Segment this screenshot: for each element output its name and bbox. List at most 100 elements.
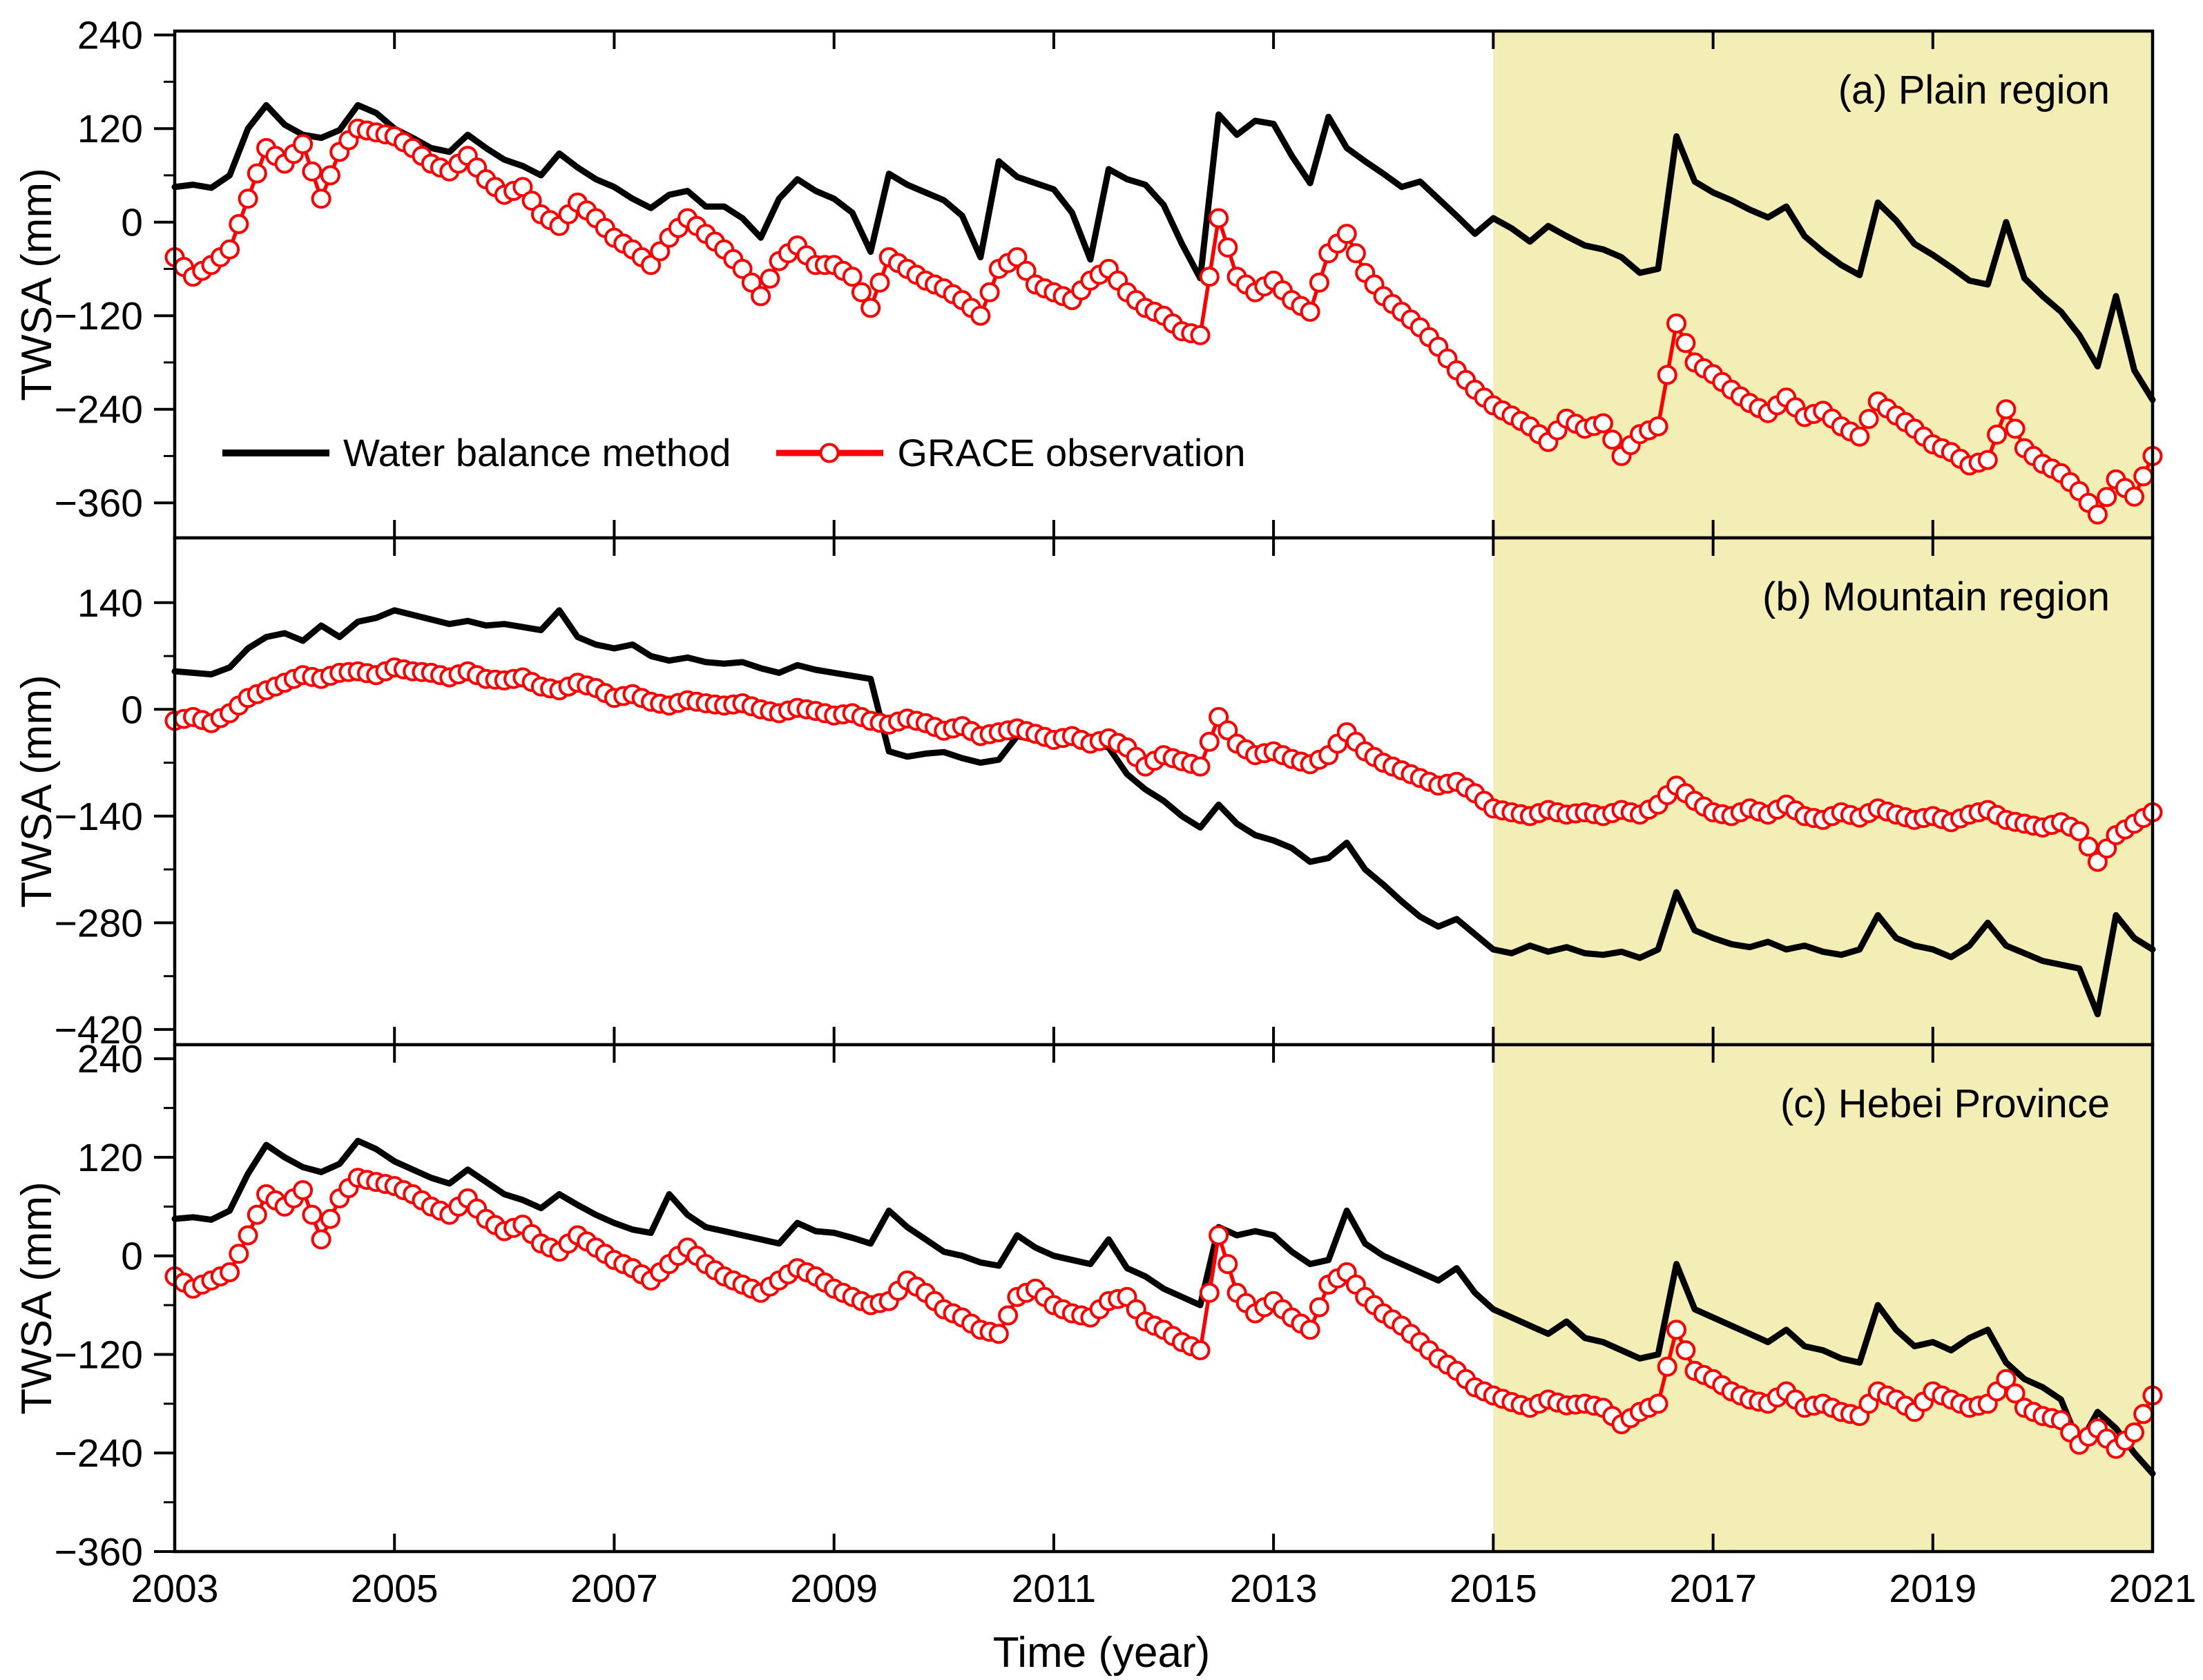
y-tick-label: −140 [55, 795, 143, 839]
y-tick-label: 140 [77, 581, 143, 626]
grace-marker [238, 1225, 258, 1246]
grace-marker [302, 1204, 323, 1225]
panel-b: 140 0 −140 −280 −420 TWSA (mm) [13, 536, 2163, 1052]
grace-marker [842, 267, 863, 287]
x-tick-label: 2009 [790, 1567, 878, 1611]
grace-marker [1657, 365, 1677, 385]
grace-marker [1996, 1369, 2017, 1389]
y-tick-label: −240 [55, 1431, 143, 1476]
panel-c-water-balance-line [171, 1137, 2156, 1477]
grace-marker [311, 1229, 331, 1250]
grace-marker [650, 241, 671, 262]
grace-marker [302, 161, 323, 182]
grace-legend-marker [819, 443, 840, 463]
grace-marker [220, 239, 240, 260]
grace-marker [970, 305, 991, 326]
grace-marker [1987, 424, 2008, 445]
grace-marker [1858, 409, 1879, 429]
x-axis-title: Time (year) [992, 1629, 1211, 1677]
grace-marker [1977, 450, 1998, 470]
x-tick-label: 2013 [1230, 1567, 1318, 1611]
panel-b-water-balance-line [171, 607, 2156, 1018]
panel-c-title: (c) Hebei Province [1780, 1081, 2110, 1126]
y-tick-label: 0 [121, 201, 143, 245]
panel-c-highlight-region [1493, 1045, 2153, 1552]
grace-marker [293, 1180, 314, 1201]
grace-marker [1648, 1393, 1668, 1414]
grace-marker [1199, 731, 1220, 752]
grace-marker [293, 134, 314, 155]
y-tick-label: −120 [55, 294, 143, 338]
grace-marker [1345, 243, 1366, 264]
grace-marker [1648, 416, 1668, 436]
x-tick-label: 2017 [1669, 1567, 1757, 1611]
y-tick-label: −360 [55, 1530, 143, 1574]
x-tick-label: 2021 [2109, 1567, 2197, 1611]
grace-marker [641, 255, 661, 276]
grace-marker [2133, 466, 2154, 487]
grace-marker [1602, 429, 1623, 450]
panel-a-title: (a) Plain region [1838, 68, 2110, 113]
grace-marker [1300, 302, 1320, 322]
grace-marker [229, 214, 249, 234]
x-tick-label: 2007 [570, 1567, 658, 1611]
y-tick-label: −120 [55, 1333, 143, 1377]
grace-marker [2124, 486, 2144, 507]
panel-a-y-axis-title: TWSA (mm) [13, 168, 61, 401]
grace-marker [2005, 418, 2026, 439]
grace-marker [512, 177, 533, 197]
grace-marker [1218, 720, 1238, 741]
grace-marker [2097, 487, 2117, 508]
grace-marker [1199, 1282, 1220, 1303]
grace-marker [1996, 399, 2017, 420]
x-tick-label: 2005 [351, 1567, 439, 1611]
grace-marker [1199, 267, 1220, 287]
grace-marker [247, 1204, 267, 1225]
panel-c-y-axis-title: TWSA (mm) [13, 1181, 61, 1415]
grace-marker [1849, 426, 1870, 447]
y-tick-label: 0 [121, 688, 143, 732]
y-tick-label: −280 [55, 901, 143, 945]
legend: Water balance method GRACE observation [222, 432, 1246, 474]
grace-marker [1190, 1340, 1211, 1360]
grace-legend-line [776, 443, 884, 463]
grace-marker [320, 165, 340, 186]
y-tick-label: 240 [77, 14, 143, 58]
grace-marker [869, 272, 890, 293]
grace-marker [2124, 1422, 2144, 1442]
grace-marker [1218, 237, 1238, 258]
grace-legend-label: GRACE observation [897, 431, 1246, 474]
grace-marker [311, 189, 331, 209]
grace-marker [741, 272, 762, 293]
grace-marker [320, 1208, 340, 1229]
y-tick-label: 240 [77, 1037, 143, 1081]
grace-marker [1209, 1225, 1229, 1246]
grace-marker [1675, 333, 1696, 354]
panel-b-y-axis-title: TWSA (mm) [13, 675, 61, 908]
grace-marker [1309, 1297, 1329, 1317]
grace-marker [1190, 756, 1211, 777]
grace-marker [1007, 247, 1028, 267]
grace-marker [1666, 313, 1686, 334]
grace-marker [229, 1244, 249, 1264]
grace-marker [1657, 1356, 1677, 1377]
grace-marker [1309, 272, 1329, 293]
x-tick-label: 2003 [131, 1567, 219, 1611]
grace-marker [2133, 1404, 2154, 1425]
grace-marker [860, 298, 881, 318]
y-tick-label: −420 [55, 1008, 143, 1052]
y-tick-label: 0 [121, 1235, 143, 1279]
grace-marker [732, 258, 753, 279]
water-balance-legend-label: Water balance method [343, 431, 731, 474]
panel-a-water-balance-line [171, 102, 2156, 403]
water-balance-legend-line [222, 450, 329, 456]
grace-marker [760, 269, 780, 289]
x-tick-label: 2019 [1889, 1567, 1976, 1611]
y-tick-label: −360 [55, 481, 143, 525]
grace-marker [988, 1324, 1009, 1344]
panel-c: 240 120 0 −120 −240 −360 TWSA (mm) [13, 1037, 2163, 1574]
grace-marker [238, 189, 258, 209]
y-tick-label: −240 [55, 388, 143, 432]
